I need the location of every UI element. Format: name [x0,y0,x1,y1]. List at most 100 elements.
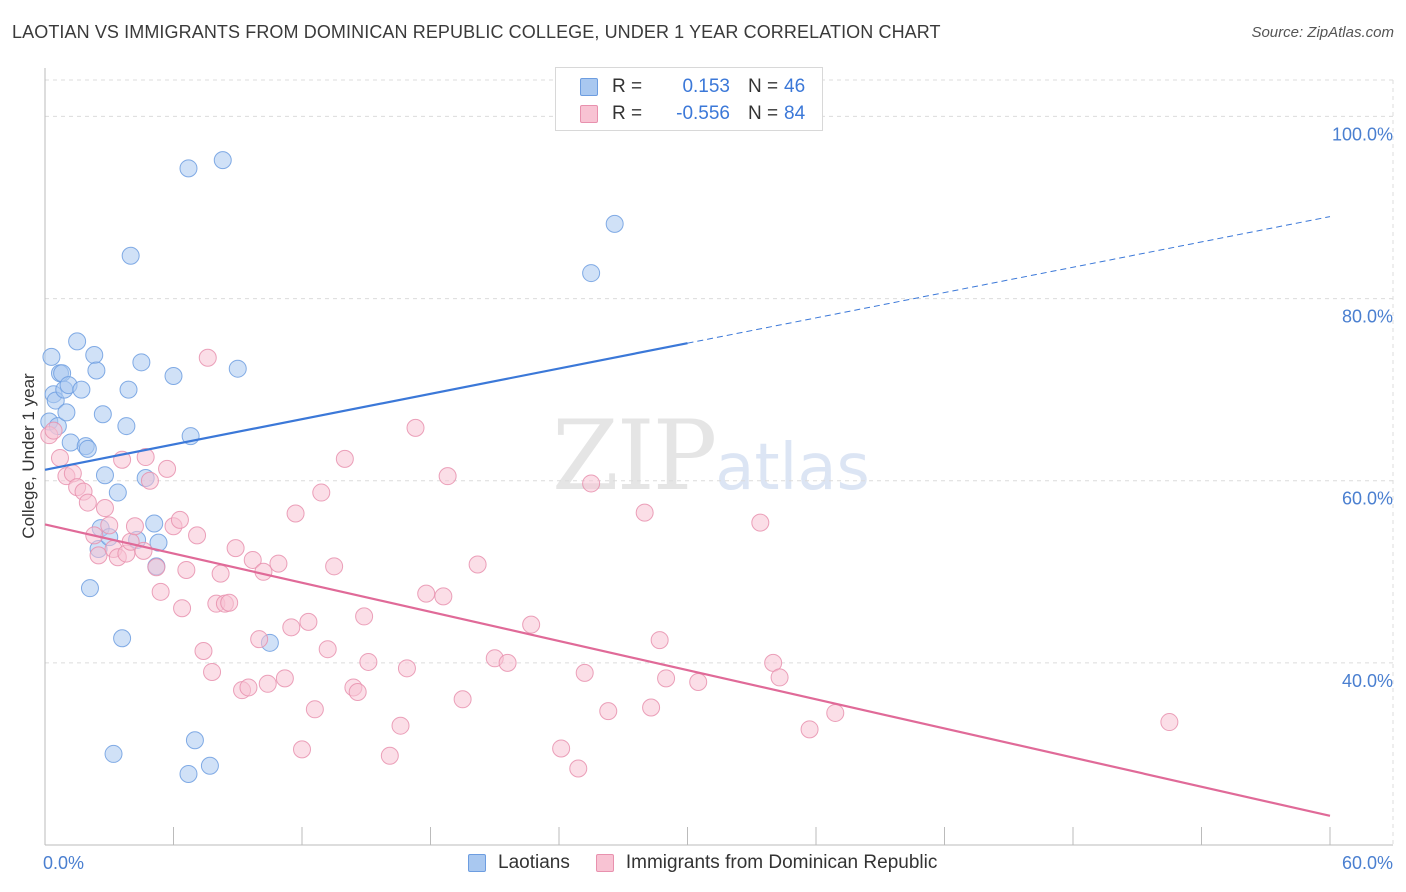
point-dominican [552,739,571,758]
data-points [40,151,1179,783]
point-dominican [194,642,213,661]
point-laotians [200,756,219,775]
legend-n-value: 46 [784,76,806,97]
point-dominican [275,669,294,688]
point-laotians [121,246,140,265]
point-laotians [228,359,247,378]
point-laotians [213,151,232,170]
point-dominican [582,474,601,493]
point-laotians [61,433,80,452]
point-dominican [170,510,189,529]
point-laotians [113,629,132,648]
point-dominican [226,539,245,558]
point-dominican [312,483,331,502]
point-dominican [258,674,277,693]
point-dominican [286,504,305,523]
legend-item-dominican[interactable]: Immigrants from Dominican Republic [595,852,938,874]
point-laotians [104,744,123,763]
point-laotians [72,380,91,399]
point-dominican [125,517,144,536]
point-dominican [522,615,541,634]
legend-swatch-laotians [468,854,486,872]
legend-label-laotians: Laotians [498,852,570,873]
point-dominican [359,652,378,671]
x-tick-label: 0.0% [43,853,84,873]
point-dominican [158,459,177,478]
point-dominican [635,503,654,522]
point-dominican [1160,713,1179,732]
point-dominican [689,672,708,691]
point-laotians [117,417,136,436]
legend-r-label: R = [612,103,643,124]
point-laotians [95,466,114,485]
point-dominican [453,690,472,709]
point-dominican [177,560,196,579]
legend-swatch-laotians [580,78,598,96]
point-dominican [173,599,192,618]
point-dominican [250,630,269,649]
point-laotians [108,483,127,502]
point-dominican [50,448,69,467]
y-tick-label: 80.0% [1342,307,1393,327]
legend-row-laotians: R = 0.153 N = 46 [580,75,805,99]
point-dominican [599,702,618,721]
stats-legend: R = 0.153 N = 46 R = -0.556 N = 84 [555,67,823,131]
point-dominican [826,703,845,722]
point-dominican [380,746,399,765]
point-dominican [397,659,416,678]
point-dominican [642,698,661,717]
trend-extension-laotians [687,216,1331,344]
point-dominican [140,471,159,490]
legend-n-label: N = [748,76,779,97]
point-dominican [100,516,119,535]
axes [44,68,1393,846]
point-laotians [68,332,87,351]
legend-row-dominican: R = -0.556 N = 84 [580,102,805,126]
point-dominican [438,467,457,486]
point-dominican [650,631,669,650]
point-laotians [80,579,99,598]
chart-title: LAOTIAN VS IMMIGRANTS FROM DOMINICAN REP… [12,22,941,42]
legend-swatch-dominican [580,105,598,123]
point-dominican [406,418,425,437]
series-legend: Laotians Immigrants from Dominican Repub… [468,852,963,874]
point-dominican [147,558,166,577]
grid-lines [45,79,1394,845]
point-dominican [657,669,676,688]
point-dominican [569,759,588,778]
x-tick-label: 60.0% [1342,853,1393,873]
y-axis-title: College, Under 1 year [19,373,38,539]
watermark-atlas: atlas [715,431,870,505]
tick-labels: 40.0% 60.0% 80.0% 100.0% 0.0% 60.0% [43,124,1393,873]
legend-swatch-dominican [595,854,614,872]
point-laotians [185,731,204,750]
point-dominican [203,662,222,681]
point-dominican [355,607,374,626]
watermark: ZIPatlas [552,400,870,512]
point-dominican [95,499,114,518]
point-laotians [164,366,183,385]
point-laotians [93,405,112,424]
point-laotians [132,353,151,372]
point-laotians [605,214,624,233]
point-dominican [151,582,170,601]
source-label: Source: ZipAtlas.com [1251,24,1394,41]
legend-n-label: N = [748,103,779,124]
point-dominican [325,557,344,576]
point-dominican [136,448,155,467]
point-dominican [498,653,517,672]
point-dominican [198,348,217,367]
legend-r-label: R = [612,76,643,97]
point-dominican [348,683,367,701]
point-dominican [44,421,63,440]
point-dominican [89,546,108,565]
point-dominican [391,716,410,735]
legend-item-laotians[interactable]: Laotians [468,852,570,874]
point-laotians [78,439,97,458]
point-laotians [85,346,104,365]
legend-label-dominican: Immigrants from Dominican Republic [625,852,938,873]
point-laotians [582,264,601,283]
point-laotians [179,764,198,783]
point-laotians [119,380,138,399]
point-dominican [417,584,436,603]
